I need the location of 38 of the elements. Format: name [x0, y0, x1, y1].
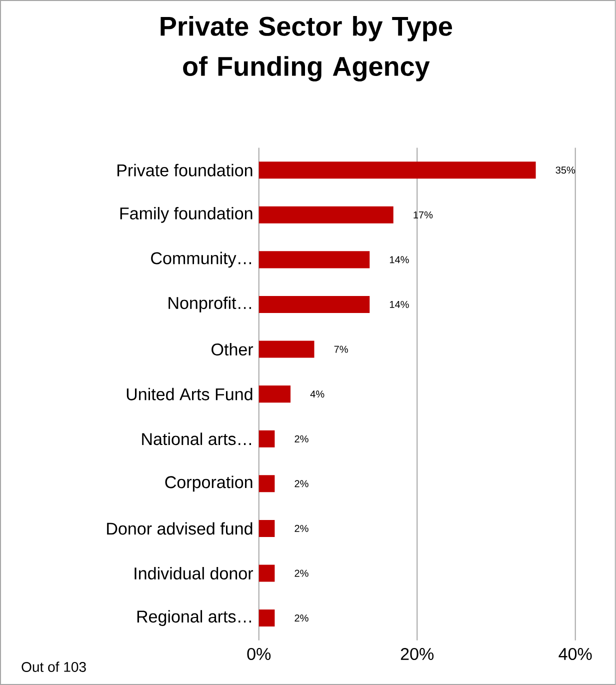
bar: [258, 340, 314, 358]
y-tick-label: Individual donor: [134, 567, 254, 580]
bar: [258, 206, 394, 224]
y-tick-label: United Arts Fund: [126, 388, 252, 400]
data-label: 17%: [414, 211, 433, 218]
data-label: 35%: [556, 166, 576, 174]
data-label: 2%: [294, 524, 308, 532]
data-label: 2%: [294, 480, 308, 488]
text: Out of 103: [22, 662, 86, 672]
x-tick-label: 40%: [558, 648, 592, 660]
y-tick-label: National arts…: [142, 432, 252, 446]
data-label: 7%: [334, 346, 348, 353]
y-tick-label: Community…: [151, 252, 252, 268]
data-label: 4%: [310, 390, 324, 398]
bar: [258, 162, 536, 179]
y-tick-label: Donor advised fund: [107, 522, 252, 535]
data-label: 14%: [390, 300, 409, 308]
bar: [258, 386, 291, 403]
bar: [258, 564, 275, 582]
bar: [258, 430, 275, 448]
y-tick-label: Family foundation: [120, 206, 252, 223]
y-tick-label: Nonprofit…: [168, 296, 252, 312]
x-tick-label: 0%: [247, 648, 271, 660]
chart-title: Private Sector by Type of Funding Agency: [160, 16, 452, 82]
bar: [258, 610, 275, 627]
bar: [258, 520, 275, 537]
data-label: 2%: [294, 570, 308, 577]
data-label: 2%: [294, 435, 308, 442]
y-tick-label: Other: [212, 343, 254, 356]
y-tick-label: Regional arts…: [137, 610, 252, 626]
x-tick-label: 20%: [400, 648, 434, 660]
y-tick-label: Private foundation: [118, 164, 252, 176]
data-label: 14%: [390, 256, 409, 264]
bar: [258, 251, 370, 268]
data-label: 2%: [294, 614, 308, 622]
bar: [258, 475, 275, 492]
bar: [258, 296, 370, 313]
y-tick-label: Corporation: [165, 476, 252, 492]
